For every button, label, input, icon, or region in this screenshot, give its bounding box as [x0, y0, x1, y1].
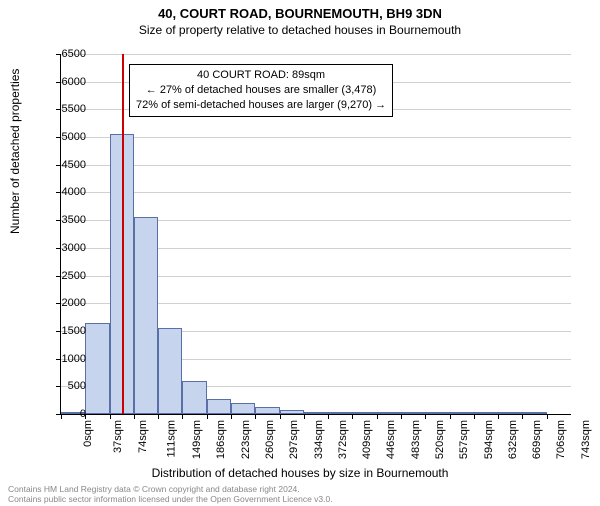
y-tick-label: 5500	[46, 103, 86, 115]
x-tick-label: 743sqm	[580, 420, 592, 459]
x-tick-mark	[498, 414, 499, 419]
x-tick-label: 149sqm	[191, 420, 203, 459]
y-tick-label: 6000	[46, 76, 86, 88]
histogram-bar	[425, 412, 449, 414]
histogram-bar	[158, 328, 182, 414]
x-tick-label: 37sqm	[112, 420, 124, 453]
x-tick-mark	[158, 414, 159, 419]
grid-line	[61, 192, 571, 193]
x-tick-label: 223sqm	[240, 420, 252, 459]
chart-subtitle: Size of property relative to detached ho…	[0, 23, 600, 37]
x-tick-label: 632sqm	[507, 420, 519, 459]
x-tick-label: 669sqm	[531, 420, 543, 459]
info-line-3: 72% of semi-detached houses are larger (…	[136, 98, 386, 113]
histogram-bar	[498, 412, 522, 414]
footer-line-1: Contains HM Land Registry data © Crown c…	[8, 484, 333, 494]
footer-line-2: Contains public sector information licen…	[8, 494, 333, 504]
x-tick-label: 594sqm	[483, 420, 495, 459]
histogram-bar	[231, 403, 255, 414]
histogram-bar	[401, 412, 425, 414]
x-tick-mark	[425, 414, 426, 419]
x-tick-mark	[522, 414, 523, 419]
histogram-bar	[207, 399, 231, 415]
x-tick-mark	[207, 414, 208, 419]
histogram-bar	[522, 412, 546, 414]
x-tick-mark	[182, 414, 183, 419]
x-tick-mark	[450, 414, 451, 419]
histogram-bar	[134, 217, 158, 414]
x-tick-mark	[134, 414, 135, 419]
y-axis-label: Number of detached properties	[8, 69, 22, 234]
info-line-1: 40 COURT ROAD: 89sqm	[136, 68, 386, 83]
x-tick-mark	[328, 414, 329, 419]
x-tick-label: 372sqm	[337, 420, 349, 459]
x-tick-label: 409sqm	[361, 420, 373, 459]
x-tick-label: 297sqm	[288, 420, 300, 459]
histogram-bar	[304, 412, 328, 414]
histogram-bar	[182, 381, 206, 414]
footer-text: Contains HM Land Registry data © Crown c…	[8, 484, 333, 504]
x-tick-label: 186sqm	[216, 420, 228, 459]
histogram-bar	[474, 412, 498, 414]
y-tick-label: 6500	[46, 48, 86, 60]
x-tick-label: 483sqm	[410, 420, 422, 459]
marker-line	[122, 54, 124, 414]
chart-title: 40, COURT ROAD, BOURNEMOUTH, BH9 3DN	[0, 6, 600, 21]
histogram-bar	[450, 412, 474, 414]
y-tick-label: 4000	[46, 186, 86, 198]
y-tick-label: 500	[46, 380, 86, 392]
x-tick-mark	[280, 414, 281, 419]
x-tick-mark	[401, 414, 402, 419]
y-tick-label: 2500	[46, 270, 86, 282]
x-axis-label: Distribution of detached houses by size …	[0, 466, 600, 480]
chart-container: 40, COURT ROAD, BOURNEMOUTH, BH9 3DN Siz…	[0, 6, 600, 506]
x-tick-label: 557sqm	[458, 420, 470, 459]
x-tick-label: 111sqm	[165, 420, 177, 458]
y-tick-label: 1500	[46, 325, 86, 337]
x-tick-mark	[377, 414, 378, 419]
x-tick-label: 706sqm	[556, 420, 568, 459]
histogram-bar	[280, 410, 304, 414]
grid-line	[61, 165, 571, 166]
histogram-bar	[85, 323, 109, 414]
grid-line	[61, 137, 571, 138]
histogram-bar	[255, 407, 279, 414]
x-tick-mark	[255, 414, 256, 419]
y-tick-label: 1000	[46, 353, 86, 365]
x-tick-label: 260sqm	[264, 420, 276, 459]
x-tick-mark	[231, 414, 232, 419]
x-tick-mark	[304, 414, 305, 419]
x-tick-mark	[474, 414, 475, 419]
histogram-bar	[377, 412, 401, 414]
y-tick-label: 3000	[46, 242, 86, 254]
y-tick-label: 3500	[46, 214, 86, 226]
x-tick-label: 74sqm	[137, 420, 149, 453]
x-tick-label: 446sqm	[386, 420, 398, 459]
plot-area: 0sqm37sqm74sqm111sqm149sqm186sqm223sqm26…	[60, 54, 571, 415]
x-tick-mark	[110, 414, 111, 419]
histogram-bar	[328, 412, 352, 414]
y-tick-label: 4500	[46, 159, 86, 171]
x-tick-mark	[547, 414, 548, 419]
grid-line	[61, 54, 571, 55]
y-tick-label: 0	[46, 408, 86, 420]
x-tick-label: 0sqm	[82, 420, 94, 447]
info-box: 40 COURT ROAD: 89sqm ← 27% of detached h…	[129, 64, 393, 117]
y-tick-label: 5000	[46, 131, 86, 143]
x-tick-mark	[352, 414, 353, 419]
x-tick-label: 520sqm	[434, 420, 446, 459]
histogram-bar	[352, 412, 376, 414]
info-line-2: ← 27% of detached houses are smaller (3,…	[136, 83, 386, 98]
y-tick-label: 2000	[46, 297, 86, 309]
x-tick-label: 334sqm	[313, 420, 325, 459]
